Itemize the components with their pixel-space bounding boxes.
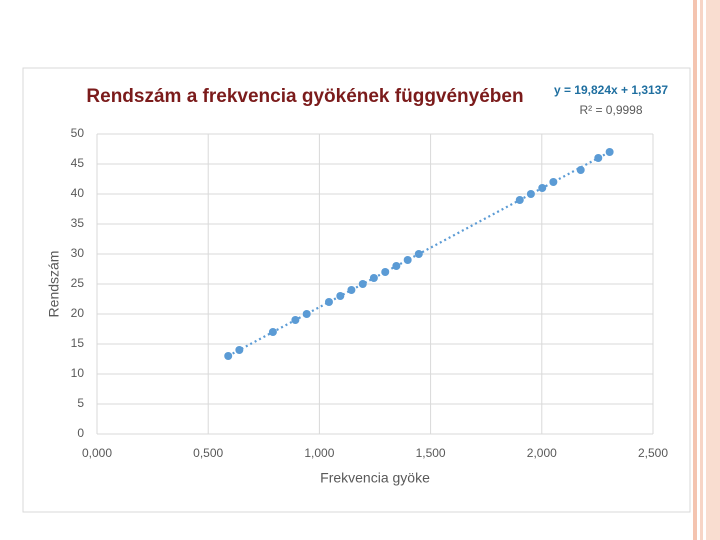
data-point — [392, 262, 401, 270]
x-tick-label: 0,000 — [82, 446, 112, 460]
y-tick-label: 30 — [71, 246, 85, 260]
x-tick-label: 2,500 — [638, 446, 668, 460]
y-tick-label: 15 — [71, 336, 85, 350]
y-tick-label: 35 — [71, 216, 85, 230]
data-point — [369, 274, 378, 282]
data-point — [268, 328, 277, 336]
y-tick-label: 50 — [71, 126, 85, 140]
data-point — [324, 298, 333, 306]
y-tick-label: 0 — [77, 426, 84, 440]
y-tick-label: 10 — [71, 366, 85, 380]
data-point — [235, 346, 244, 354]
data-point — [347, 286, 356, 294]
y-tick-label: 45 — [71, 156, 85, 170]
data-point — [224, 352, 233, 360]
decor-stripe — [693, 0, 697, 540]
data-point — [538, 184, 547, 192]
y-tick-label: 40 — [71, 186, 85, 200]
r-squared: R² = 0,9998 — [579, 103, 642, 117]
x-tick-label: 1,000 — [304, 446, 334, 460]
data-point — [403, 256, 412, 264]
data-point — [302, 310, 311, 318]
x-axis-label: Frekvencia gyöke — [320, 470, 430, 486]
data-point — [549, 178, 558, 186]
data-point — [291, 316, 300, 324]
data-point — [526, 190, 535, 198]
x-tick-label: 1,500 — [416, 446, 446, 460]
data-point — [358, 280, 367, 288]
chart-frame — [22, 67, 691, 513]
data-point — [594, 154, 603, 162]
data-point — [605, 148, 614, 156]
data-point — [576, 166, 585, 174]
data-point — [381, 268, 390, 276]
data-point — [515, 196, 524, 204]
chart-title: Rendszám a frekvencia gyökének függvényé… — [86, 86, 523, 107]
x-tick-label: 2,000 — [527, 446, 557, 460]
decor-stripe — [706, 0, 720, 540]
trendline-equation: y = 19,824x + 1,3137 — [554, 83, 668, 97]
y-tick-label: 5 — [77, 396, 84, 410]
x-tick-label: 0,500 — [193, 446, 223, 460]
y-axis-label: Rendszám — [46, 251, 62, 318]
decor-stripe — [700, 0, 703, 540]
y-tick-label: 20 — [71, 306, 85, 320]
data-point — [414, 250, 423, 258]
y-tick-label: 25 — [71, 276, 85, 290]
data-point — [336, 292, 345, 300]
